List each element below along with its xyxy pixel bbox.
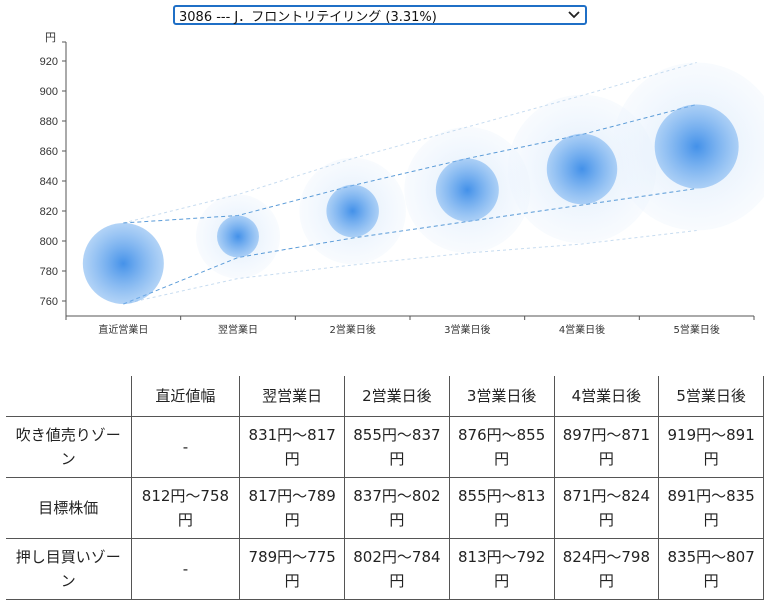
y-tick-label: 760 (40, 296, 58, 308)
y-tick-label: 920 (40, 56, 58, 68)
outer-lower-guide (123, 230, 697, 305)
y-tick-label: 860 (40, 146, 58, 158)
inner-lower-guide (123, 188, 697, 305)
table-cell: 789円〜775円 (239, 538, 346, 600)
outer-range-layer (196, 62, 764, 279)
y-tick-label: 840 (40, 176, 58, 188)
y-tick-label: 800 (40, 236, 58, 248)
table-cell: 897円〜871円 (553, 416, 660, 478)
table-cell: 855円〜813円 (448, 477, 555, 539)
table-row: 押し目買いゾーン - 789円〜775円 802円〜784円 813円〜792円… (6, 538, 764, 600)
table-row: 目標株価 812円〜758円 817円〜789円 837円〜802円 855円〜… (6, 477, 764, 539)
target-range-bubble (217, 215, 259, 258)
table-header: 直近値幅 (130, 376, 241, 417)
table-cell: 891円〜835円 (658, 477, 764, 539)
target-range-bubble (435, 158, 499, 222)
table-header: 3営業日後 (448, 376, 555, 417)
table-cell: 831円〜817円 (239, 416, 346, 478)
table-cell: 837円〜802円 (344, 477, 450, 539)
target-range-bubble (546, 133, 618, 205)
y-tick-label: 820 (40, 206, 58, 218)
table-cell: 855円〜837円 (344, 416, 450, 478)
table-cell: 817円〜789円 (239, 477, 346, 539)
x-tick-label: 直近営業日 (98, 323, 148, 336)
zones-table: 直近値幅 翌営業日 2営業日後 3営業日後 4営業日後 5営業日後 吹き値売りゾ… (6, 376, 764, 600)
table-cell: 835円〜807円 (658, 538, 764, 600)
table-cell: 813円〜792円 (448, 538, 555, 600)
x-tick-label: 3営業日後 (444, 323, 490, 336)
chevron-down-icon (567, 8, 581, 22)
table-cell: 824円〜798円 (553, 538, 660, 600)
table-row: 吹き値売りゾーン - 831円〜817円 855円〜837円 876円〜855円… (6, 416, 764, 478)
outer-upper-guide (123, 62, 697, 224)
table-header: 5営業日後 (658, 376, 764, 417)
stock-select-value: 3086 --- J．フロントリテイリング (3.31%) (179, 9, 437, 25)
target-range-bubble (326, 184, 379, 238)
table-cell: 812円〜758円 (130, 477, 241, 539)
guide-lines-layer (123, 62, 697, 305)
target-range-bubble (82, 223, 164, 304)
table-cell: - (130, 416, 241, 478)
stock-select[interactable]: 3086 --- J．フロントリテイリング (3.31%) (173, 5, 587, 25)
forecast-chart: 円 760 780 800 820 840 860 880 900 920 直近営業日 翌営業日 2営業… (40, 32, 764, 336)
row-label-target-price: 目標株価 (6, 477, 132, 539)
table-header: 2営業日後 (344, 376, 450, 417)
y-tick-label: 880 (40, 116, 58, 128)
y-axis-unit-label: 円 (45, 32, 56, 44)
row-label-sell-zone: 吹き値売りゾーン (6, 416, 132, 478)
table-cell: 802円〜784円 (344, 538, 450, 600)
table-cell: 876円〜855円 (448, 416, 555, 478)
target-range-bubble (654, 104, 739, 189)
x-tick-label: 2営業日後 (329, 323, 375, 336)
y-tick-label: 780 (40, 266, 58, 278)
x-tick-label: 5営業日後 (673, 323, 719, 336)
y-tick-label: 900 (40, 86, 58, 98)
table-header: 翌営業日 (239, 376, 346, 417)
table-cell: 919円〜891円 (658, 416, 764, 478)
x-tick-label: 4営業日後 (559, 323, 605, 336)
x-tick-label: 翌営業日 (218, 323, 258, 336)
table-cell: - (130, 538, 241, 600)
axes-layer: 円 760 780 800 820 840 860 880 900 920 直近営業日 翌営業日 2営業… (40, 32, 755, 336)
table-cell: 871円〜824円 (553, 477, 660, 539)
table-header: 4営業日後 (553, 376, 660, 417)
table-corner (6, 376, 132, 417)
row-label-buy-zone: 押し目買いゾーン (6, 538, 132, 600)
inner-range-layer (82, 104, 739, 304)
